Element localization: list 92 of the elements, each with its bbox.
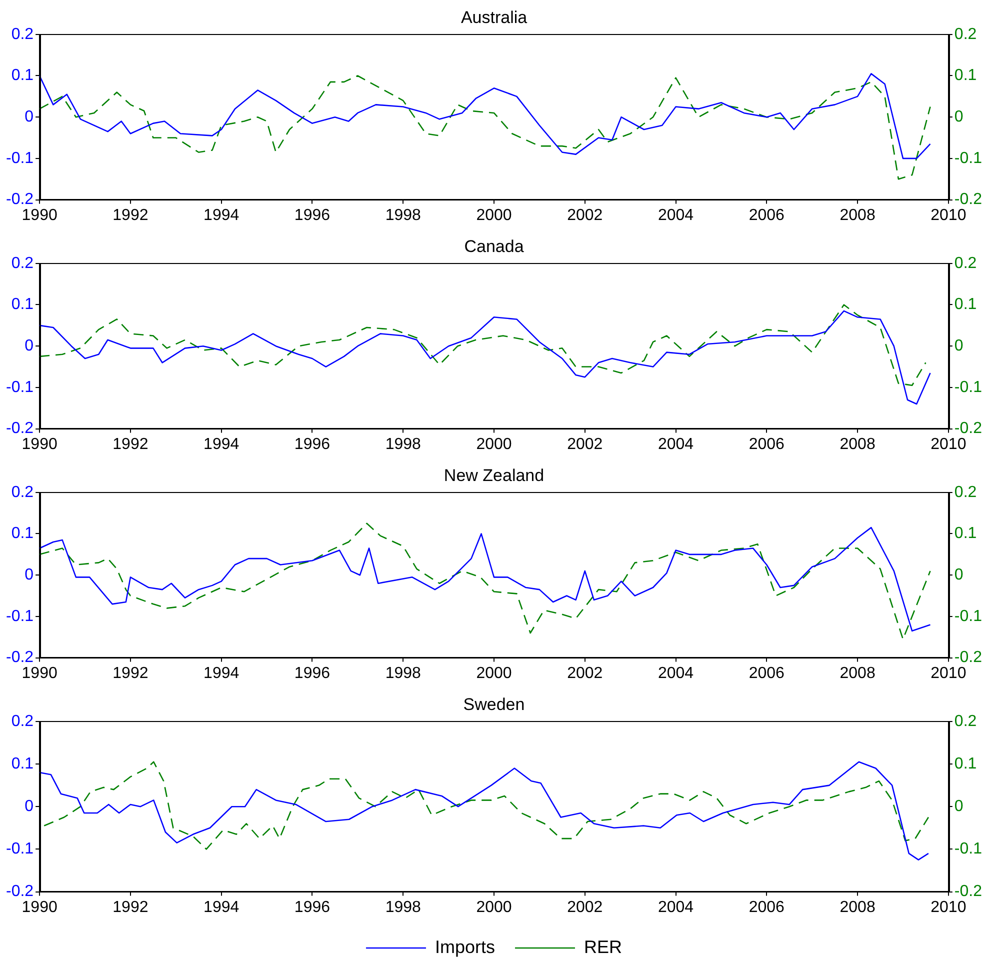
y-tick-label: -0.2 xyxy=(6,649,34,666)
x-tick-label: 2002 xyxy=(567,898,603,916)
y2-tick-label: -0.1 xyxy=(954,378,982,396)
y2-tick-label: 0.1 xyxy=(954,67,977,84)
x-tick-label: 1992 xyxy=(112,206,148,224)
x-tick-label: 1990 xyxy=(22,436,58,453)
y2-tick-label: 0 xyxy=(954,108,964,126)
chart-title: Australia xyxy=(460,8,528,27)
line-series xyxy=(40,75,931,180)
y-tick-label: 0.1 xyxy=(11,67,34,84)
x-tick-label: 2008 xyxy=(840,206,876,224)
x-tick-label: 2006 xyxy=(748,898,785,916)
x-tick-label: 1994 xyxy=(204,206,240,224)
x-tick-label: 2008 xyxy=(840,436,876,453)
y-tick-label: 0 xyxy=(24,108,34,126)
line-series xyxy=(40,304,926,386)
x-tick-label: 2000 xyxy=(476,206,512,224)
x-tick-label: 1994 xyxy=(204,898,240,916)
chart-title: New Zealand xyxy=(444,466,544,485)
x-tick-label: 2004 xyxy=(658,664,694,682)
x-tick-label: 1990 xyxy=(22,206,58,224)
x-tick-label: 1994 xyxy=(204,664,240,682)
y-tick-label: -0.2 xyxy=(6,883,34,900)
y2-tick-label: -0.1 xyxy=(954,150,982,167)
x-tick-label: 1998 xyxy=(385,436,422,453)
x-tick-label: 1996 xyxy=(294,206,330,224)
x-tick-label: 1998 xyxy=(385,664,422,682)
x-tick-label: 1992 xyxy=(112,898,148,916)
y2-tick-label: 0.1 xyxy=(954,755,977,772)
x-tick-label: 1998 xyxy=(385,898,422,916)
y2-tick-label: -0.1 xyxy=(954,608,982,625)
x-tick-label: 1994 xyxy=(204,436,240,453)
x-tick-label: 1996 xyxy=(294,664,330,682)
x-tick-label: 1996 xyxy=(294,898,330,916)
x-tick-label: 2000 xyxy=(476,436,512,453)
x-tick-label: 2008 xyxy=(840,664,876,682)
x-tick-label: 2004 xyxy=(658,206,694,224)
y-tick-label: 0.1 xyxy=(11,525,34,542)
x-tick-label: 2010 xyxy=(930,206,966,224)
x-tick-label: 2006 xyxy=(748,436,785,453)
x-tick-label: 2008 xyxy=(840,898,876,916)
x-tick-label: 2006 xyxy=(748,206,785,224)
y2-tick-label: 0.1 xyxy=(954,296,977,314)
y-tick-label: 0 xyxy=(24,566,34,584)
y2-tick-label: 0.2 xyxy=(954,26,977,43)
x-tick-label: 2002 xyxy=(567,206,603,224)
y-tick-label: -0.2 xyxy=(6,420,34,438)
x-tick-label: 2010 xyxy=(930,436,966,453)
y2-tick-label: -0.1 xyxy=(954,840,982,858)
legend-label: RER xyxy=(584,936,622,957)
y2-tick-label: -0.2 xyxy=(954,191,982,208)
x-tick-label: 2002 xyxy=(567,436,603,453)
y-tick-label: -0.1 xyxy=(6,608,34,625)
y2-tick-label: -0.2 xyxy=(954,649,982,666)
legend-label: Imports xyxy=(434,936,496,957)
y2-tick-label: -0.2 xyxy=(954,420,982,438)
x-tick-label: 1998 xyxy=(385,206,422,224)
y2-tick-label: 0 xyxy=(954,338,964,355)
x-tick-label: 2010 xyxy=(930,664,966,682)
y-tick-label: 0.2 xyxy=(11,484,34,501)
x-tick-label: 1990 xyxy=(22,898,58,916)
y2-tick-label: 0.2 xyxy=(954,712,977,730)
y-tick-label: 0.2 xyxy=(11,712,34,730)
y-tick-label: -0.1 xyxy=(6,378,34,396)
chart-title: Canada xyxy=(464,236,524,256)
y-tick-label: -0.1 xyxy=(6,150,34,167)
x-tick-label: 1996 xyxy=(294,436,330,453)
x-tick-label: 2004 xyxy=(658,898,694,916)
y2-tick-label: 0 xyxy=(954,798,964,816)
x-tick-label: 2004 xyxy=(658,436,694,453)
y-tick-label: -0.2 xyxy=(6,191,34,208)
x-tick-label: 2002 xyxy=(567,664,603,682)
y2-tick-label: 0.1 xyxy=(954,525,977,542)
x-tick-label: 2000 xyxy=(476,664,512,682)
y-tick-label: -0.1 xyxy=(6,840,34,858)
y-tick-label: 0.1 xyxy=(11,755,34,772)
y-tick-label: 0.1 xyxy=(11,296,34,314)
y2-tick-label: 0.2 xyxy=(954,254,977,272)
y2-tick-label: -0.2 xyxy=(954,883,982,900)
y-tick-label: 0 xyxy=(24,338,34,355)
chart-title: Sweden xyxy=(463,694,525,714)
y2-tick-label: 0.2 xyxy=(954,484,977,501)
y-tick-label: 0.2 xyxy=(11,26,34,43)
x-tick-label: 2006 xyxy=(748,664,785,682)
x-tick-label: 2000 xyxy=(476,898,512,916)
x-tick-label: 1992 xyxy=(112,436,148,453)
y2-tick-label: 0 xyxy=(954,566,964,584)
x-tick-label: 2010 xyxy=(930,898,966,916)
x-tick-label: 1992 xyxy=(112,664,148,682)
y-tick-label: 0 xyxy=(24,798,34,816)
y-tick-label: 0.2 xyxy=(11,254,34,272)
x-tick-label: 1990 xyxy=(22,664,58,682)
